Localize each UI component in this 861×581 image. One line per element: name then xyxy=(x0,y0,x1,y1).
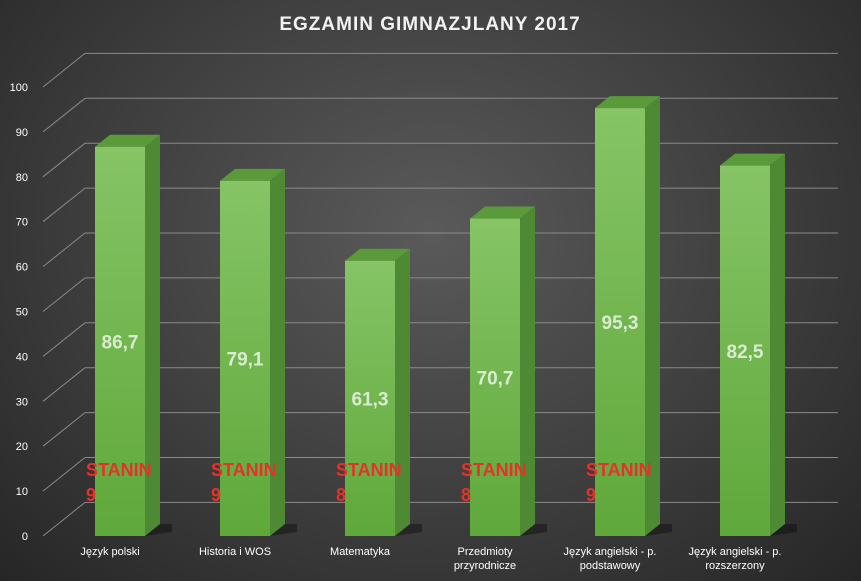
stanin-label: STANIN xyxy=(586,460,652,480)
gridline-diag xyxy=(42,322,86,357)
bars: 86,7 STANIN 9 79,1 STANIN 9 61,3 STANIN 8 70,7 STA… xyxy=(86,96,797,537)
bar xyxy=(345,248,422,536)
stanin-label: STANIN xyxy=(336,460,402,480)
gridline-diag xyxy=(42,277,86,312)
y-tick-label: 90 xyxy=(16,127,28,139)
gridline-diag xyxy=(42,367,86,402)
bar-front xyxy=(345,260,395,536)
y-tick-label: 70 xyxy=(16,217,28,229)
y-tick-label: 100 xyxy=(10,82,28,94)
y-tick-label: 30 xyxy=(16,396,28,408)
bar-front xyxy=(470,218,520,536)
y-tick-label: 80 xyxy=(16,172,28,184)
gridlines xyxy=(42,52,838,537)
x-tick-label: Język angielski - p. rozszerzony xyxy=(689,546,782,572)
bar xyxy=(470,206,547,536)
gridline-diag xyxy=(42,142,86,178)
x-tick-label: Matematyka xyxy=(330,546,391,558)
y-tick-label: 10 xyxy=(16,486,28,498)
chart-title: EGZAMIN GIMNAZJLANY 2017 xyxy=(279,14,580,35)
x-axis: Język polski Historia i WOS Matematyka Prze… xyxy=(80,546,781,572)
bar-top xyxy=(470,206,535,219)
stanin-label: STANIN xyxy=(211,460,277,480)
y-axis: 0 10 20 30 40 50 60 70 80 90 100 xyxy=(10,82,28,543)
stanin-label: STANIN xyxy=(461,460,527,480)
bar xyxy=(95,134,172,537)
stanin-label: STANIN xyxy=(86,460,152,480)
bar-side xyxy=(645,96,660,536)
bar xyxy=(595,96,672,536)
x-tick-label: Język angielski - p. podstawowy xyxy=(564,546,657,572)
bar-side xyxy=(395,248,410,536)
bar-value-label: 86,7 xyxy=(102,332,139,353)
stanin-value: 9 xyxy=(586,485,596,505)
x-tick-label: Język polski xyxy=(80,546,139,558)
bar-side xyxy=(770,153,785,536)
bar xyxy=(220,168,297,536)
bar-top xyxy=(95,134,160,147)
x-tick-label: Przedmioty przyrodnicze xyxy=(454,546,516,572)
y-tick-label: 40 xyxy=(16,351,28,363)
bar-top xyxy=(595,96,660,109)
gridline-diag xyxy=(42,53,86,88)
bar-side xyxy=(520,206,535,536)
stanin-value: 9 xyxy=(86,485,96,505)
x-tick-label: Historia i WOS xyxy=(199,546,271,558)
gridline-diag xyxy=(42,187,86,223)
y-tick-label: 60 xyxy=(16,262,28,274)
bar-front xyxy=(595,108,645,536)
bar-top xyxy=(345,248,410,261)
gridline-diag xyxy=(42,232,86,267)
y-tick-label: 20 xyxy=(16,441,28,453)
bar-front xyxy=(95,146,145,537)
gridline-diag xyxy=(42,412,86,447)
bar-front xyxy=(720,165,770,536)
bar-value-label: 82,5 xyxy=(727,342,764,363)
bar-value-label: 70,7 xyxy=(477,368,514,389)
y-tick-label: 0 xyxy=(22,531,28,543)
bar-side xyxy=(270,168,285,536)
y-tick-label: 50 xyxy=(16,307,28,319)
gridline-diag xyxy=(42,457,86,492)
bar-top xyxy=(220,168,285,181)
gridline-diag xyxy=(42,97,86,133)
bar-top xyxy=(720,153,785,166)
stanin-value: 8 xyxy=(336,485,346,505)
gridline-diag xyxy=(42,502,86,537)
stanin-value: 8 xyxy=(461,485,471,505)
stanin-value: 9 xyxy=(211,485,221,505)
bar xyxy=(720,153,797,536)
bar-side xyxy=(145,134,160,537)
bar-value-label: 95,3 xyxy=(602,313,639,334)
bar-value-label: 79,1 xyxy=(227,349,264,370)
bar-value-label: 61,3 xyxy=(352,389,389,410)
bar-front xyxy=(220,180,270,536)
